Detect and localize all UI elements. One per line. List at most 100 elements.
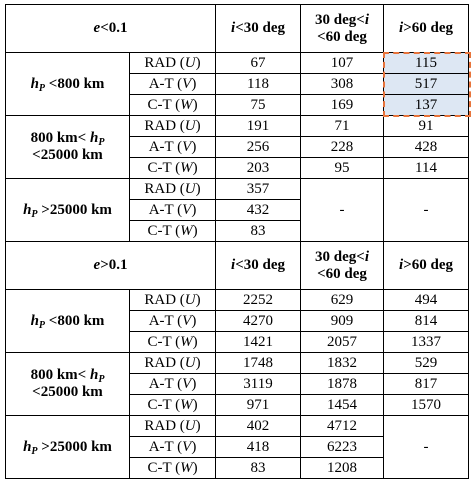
italic-text: W xyxy=(180,222,193,239)
italic-text: h xyxy=(23,438,32,455)
text: 30 deg< xyxy=(315,11,365,28)
text: ) xyxy=(192,222,198,239)
row-label: RAD (U) xyxy=(128,178,217,200)
section-label: e>0.1 xyxy=(4,241,217,290)
data-row: hP >25000 km RAD (U) 402 4712- xyxy=(5,415,470,479)
group-label: 800 km< hP <25000 km xyxy=(5,352,130,416)
text: ) xyxy=(192,159,198,176)
text: ) xyxy=(192,96,198,113)
data-row: C-T (W) 971 1454 1570 xyxy=(6,394,470,416)
data-row: hP <800 km RAD (U) 67 107 115 xyxy=(5,52,470,116)
text: ) xyxy=(195,117,201,134)
italic-text: V xyxy=(182,312,192,329)
text: RAD ( xyxy=(144,117,185,134)
cell: 308 xyxy=(300,73,385,95)
italic-text: W xyxy=(180,396,193,413)
cell: 83 xyxy=(215,457,302,479)
header-row: e<0.1 i<30 deg 30 deg<i <60 deg i>60 deg xyxy=(4,4,470,53)
group-label: hP >25000 km xyxy=(5,415,130,479)
cell: 137 xyxy=(383,94,470,116)
italic-text: V xyxy=(182,75,192,92)
cell: 428 xyxy=(383,136,470,158)
cell: 3119 xyxy=(215,373,302,395)
cell: 402 xyxy=(215,415,302,437)
cell: 494 xyxy=(383,289,470,311)
row-label: C-T (W) xyxy=(128,94,217,116)
cell: 256 xyxy=(215,136,302,158)
text: <30 deg xyxy=(235,20,285,36)
text: <25000 km xyxy=(32,384,103,400)
cell: 118 xyxy=(215,73,302,95)
subscript: P xyxy=(38,319,46,331)
cell: 71 xyxy=(300,115,385,137)
text: A-T ( xyxy=(148,75,183,92)
header-row: e>0.1 i<30 deg 30 deg<i <60 deg i>60 deg xyxy=(4,241,470,290)
cell: 529 xyxy=(383,352,470,374)
text: ) xyxy=(195,54,201,71)
group-label: 800 km< hP <25000 km xyxy=(5,115,130,179)
data-row: 800 km< hP <25000 km RAD (U) 191 71 91 xyxy=(5,115,470,179)
text: RAD ( xyxy=(144,417,185,434)
text: C-T ( xyxy=(147,333,181,350)
text: RAD ( xyxy=(144,354,185,371)
text: >0.1 xyxy=(100,257,128,273)
text: ) xyxy=(191,312,197,329)
row-label: RAD (U) xyxy=(128,115,217,137)
text: RAD ( xyxy=(144,54,185,71)
cell: 517 xyxy=(383,73,470,95)
cell: 629 xyxy=(300,289,385,311)
text: <800 km xyxy=(45,75,105,92)
row-label: RAD (U) xyxy=(128,352,217,374)
text: ) xyxy=(192,459,198,476)
italic-text: h xyxy=(89,130,99,146)
cell: 95 xyxy=(300,157,385,179)
italic-text: U xyxy=(184,291,196,308)
data-row: 800 km< hP <25000 km RAD (U) 1748 1832 529 xyxy=(5,352,470,416)
text: ) xyxy=(192,333,198,350)
cell: 1878 xyxy=(300,373,385,395)
text: >60 deg xyxy=(403,20,453,36)
group-label: hP <800 km xyxy=(5,52,130,116)
column-header: i<30 deg xyxy=(215,241,302,290)
data-row: C-T (W) 83 xyxy=(6,220,469,242)
cell: 2252 xyxy=(215,289,302,311)
subscript: P xyxy=(31,208,38,220)
text: <800 km xyxy=(45,312,105,329)
italic-text: U xyxy=(184,417,196,434)
text: A-T ( xyxy=(148,201,183,218)
text: C-T ( xyxy=(147,159,181,176)
italic-text: h xyxy=(30,75,39,92)
text: ) xyxy=(195,180,201,197)
text: ) xyxy=(192,396,198,413)
row-label: C-T (W) xyxy=(128,157,217,179)
cell: 4712 xyxy=(300,415,385,437)
text: ) xyxy=(191,375,197,392)
text: <60 deg xyxy=(317,265,367,282)
row-label: A-T (V) xyxy=(128,373,217,395)
text: C-T ( xyxy=(147,96,181,113)
text: <30 deg xyxy=(235,257,285,273)
row-label: A-T (V) xyxy=(128,436,217,458)
text: 800 km< xyxy=(30,130,90,146)
section-label: e<0.1 xyxy=(4,4,217,53)
italic-text: W xyxy=(180,333,193,350)
cell: 67 xyxy=(215,52,302,74)
cell: 203 xyxy=(215,157,302,179)
italic-text: i xyxy=(399,257,404,273)
italic-text: W xyxy=(180,96,193,113)
italic-text: e xyxy=(93,257,101,273)
italic-text: U xyxy=(184,180,196,197)
data-row: C-T (W) 1421 2057 1337 xyxy=(6,331,470,353)
cell: 1337 xyxy=(383,331,470,353)
row-label: A-T (V) xyxy=(128,136,217,158)
row-label: C-T (W) xyxy=(128,331,217,353)
italic-text: i xyxy=(364,11,369,28)
row-label: C-T (W) xyxy=(128,394,217,416)
merged-cell: - xyxy=(383,178,470,242)
text: >25000 km xyxy=(37,438,112,455)
text: ) xyxy=(195,354,201,371)
italic-text: W xyxy=(180,459,193,476)
text: >25000 km xyxy=(37,201,112,218)
row-label: RAD (U) xyxy=(128,289,217,311)
